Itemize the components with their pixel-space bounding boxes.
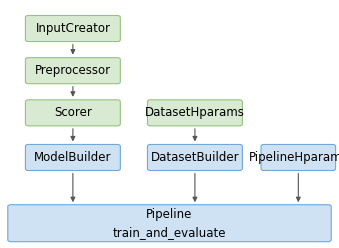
FancyBboxPatch shape [25, 15, 120, 41]
FancyBboxPatch shape [25, 58, 120, 84]
FancyBboxPatch shape [25, 144, 120, 171]
FancyBboxPatch shape [147, 144, 242, 171]
Text: Preprocessor: Preprocessor [35, 64, 111, 77]
Text: InputCreator: InputCreator [35, 22, 111, 35]
FancyBboxPatch shape [8, 205, 331, 242]
FancyBboxPatch shape [147, 100, 242, 126]
Text: ModelBuilder: ModelBuilder [34, 151, 112, 164]
Text: DatasetHparams: DatasetHparams [145, 106, 245, 119]
FancyBboxPatch shape [261, 144, 336, 171]
Text: DatasetBuilder: DatasetBuilder [151, 151, 239, 164]
Text: Pipeline
train_and_evaluate: Pipeline train_and_evaluate [113, 208, 226, 239]
Text: PipelineHparams: PipelineHparams [248, 151, 339, 164]
FancyBboxPatch shape [25, 100, 120, 126]
Text: Scorer: Scorer [54, 106, 92, 119]
